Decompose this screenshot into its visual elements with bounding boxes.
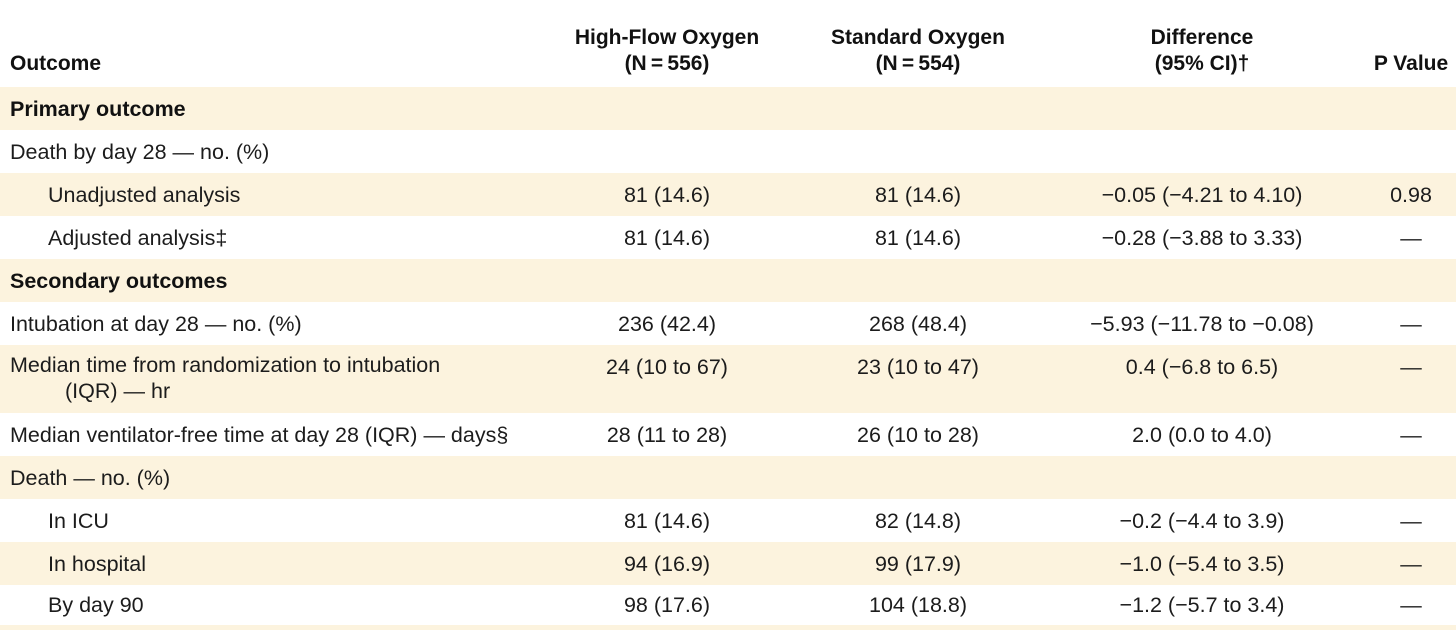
table-row-median-time-to-intubation: Median time from randomization to intuba…: [0, 345, 1456, 413]
cell-high-flow: 94 (16.9): [623, 551, 711, 576]
row-label: Adjusted analysis‡: [48, 225, 228, 250]
table-row-death-in-hospital: In hospital 94 (16.9) 99 (17.9) −1.0 (−5…: [0, 542, 1456, 585]
cell-standard: 26 (10 to 28): [857, 422, 979, 447]
group-label-row-death: Death — no. (%): [0, 456, 1456, 499]
column-header-label: Difference: [1150, 26, 1254, 49]
cell-high-flow: 81 (14.6): [623, 508, 711, 533]
section-label: Primary outcome: [10, 96, 186, 121]
cell-difference: −0.05 (−4.21 to 4.10): [1101, 182, 1303, 207]
cell-p-value: —: [1400, 551, 1422, 576]
column-header-high-flow: High-Flow Oxygen (N = 556): [536, 0, 798, 87]
cell-high-flow: 81 (14.6): [623, 225, 711, 250]
table-row-intubation-at-day-28: Intubation at day 28 — no. (%) 236 (42.4…: [0, 302, 1456, 345]
cell-difference: −0.2 (−4.4 to 3.9): [1119, 508, 1285, 533]
cell-p-value: —: [1400, 311, 1422, 336]
cell-difference: −1.0 (−5.4 to 3.5): [1119, 551, 1285, 576]
cell-standard: 268 (48.4): [868, 311, 967, 336]
cell-high-flow: 81 (14.6): [623, 182, 711, 207]
row-label: Intubation at day 28 — no. (%): [10, 311, 302, 336]
cell-p-value: —: [1400, 422, 1422, 447]
section-label: Secondary outcomes: [10, 268, 228, 293]
column-header-sublabel: (N = 556): [624, 52, 710, 75]
row-label: Death by day 28 — no. (%): [10, 139, 270, 164]
row-label-line1: Median time from randomization to intuba…: [10, 353, 441, 377]
cell-difference: 0.4 (−6.8 to 6.5): [1125, 355, 1279, 379]
column-header-standard: Standard Oxygen (N = 554): [798, 0, 1038, 87]
cell-p-value: 0.98: [1390, 182, 1432, 207]
column-header-outcome: Outcome: [10, 52, 102, 75]
column-header-difference: Difference (95% CI)†: [1038, 0, 1366, 87]
column-header-sublabel: (95% CI)†: [1154, 52, 1250, 75]
cell-difference: 2.0 (0.0 to 4.0): [1132, 422, 1272, 447]
cell-standard: 23 (10 to 47): [857, 355, 979, 379]
cell-p-value: —: [1400, 593, 1422, 617]
table-row-ventilator-free-time: Median ventilator-free time at day 28 (I…: [0, 413, 1456, 456]
cell-standard: 81 (14.6): [874, 182, 962, 207]
section-row-primary-outcome: Primary outcome: [0, 87, 1456, 130]
column-header-sublabel: (N = 554): [875, 52, 961, 75]
row-label: Death — no. (%): [10, 465, 171, 490]
table-row-death-by-day-90: By day 90 98 (17.6) 104 (18.8) −1.2 (−5.…: [0, 585, 1456, 625]
cell-difference: −1.2 (−5.7 to 3.4): [1119, 593, 1285, 617]
column-header-p-value: P Value: [1373, 52, 1449, 75]
group-label-row-death-by-day-28: Death by day 28 — no. (%): [0, 130, 1456, 173]
column-header-label: Standard Oxygen: [831, 26, 1005, 49]
cell-standard: 82 (14.8): [874, 508, 962, 533]
cell-difference: −5.93 (−11.78 to −0.08): [1090, 311, 1314, 336]
row-label: In hospital: [48, 551, 147, 576]
header-row: Outcome High-Flow Oxygen (N = 556) Stand…: [0, 0, 1456, 87]
cell-high-flow: 98 (17.6): [623, 593, 711, 617]
cell-high-flow: 236 (42.4): [617, 311, 716, 336]
section-row-secondary-outcomes: Secondary outcomes: [0, 259, 1456, 302]
cell-high-flow: 24 (10 to 67): [606, 355, 728, 379]
table-row-unadjusted-analysis: Unadjusted analysis 81 (14.6) 81 (14.6) …: [0, 173, 1456, 216]
row-label: In ICU: [48, 508, 109, 533]
row-label: Unadjusted analysis: [48, 182, 241, 207]
row-label-line2: (IQR) — hr: [65, 379, 171, 403]
cell-p-value: —: [1400, 355, 1422, 379]
row-label: By day 90: [48, 593, 144, 617]
row-label: Median ventilator-free time at day 28 (I…: [10, 422, 509, 447]
next-row-partial-stripe: [0, 625, 1456, 630]
cell-standard: 104 (18.8): [868, 593, 967, 617]
column-header-label: High-Flow Oxygen: [574, 26, 760, 49]
cell-standard: 81 (14.6): [874, 225, 962, 250]
cell-difference: −0.28 (−3.88 to 3.33): [1101, 225, 1303, 250]
cell-high-flow: 28 (11 to 28): [606, 422, 728, 447]
cell-p-value: —: [1400, 508, 1422, 533]
table-row-death-in-icu: In ICU 81 (14.6) 82 (14.8) −0.2 (−4.4 to…: [0, 499, 1456, 542]
row-label: Median time from randomization to intuba…: [0, 345, 536, 413]
cell-standard: 99 (17.9): [874, 551, 962, 576]
cell-p-value: —: [1400, 225, 1422, 250]
table-row-adjusted-analysis: Adjusted analysis‡ 81 (14.6) 81 (14.6) −…: [0, 216, 1456, 259]
